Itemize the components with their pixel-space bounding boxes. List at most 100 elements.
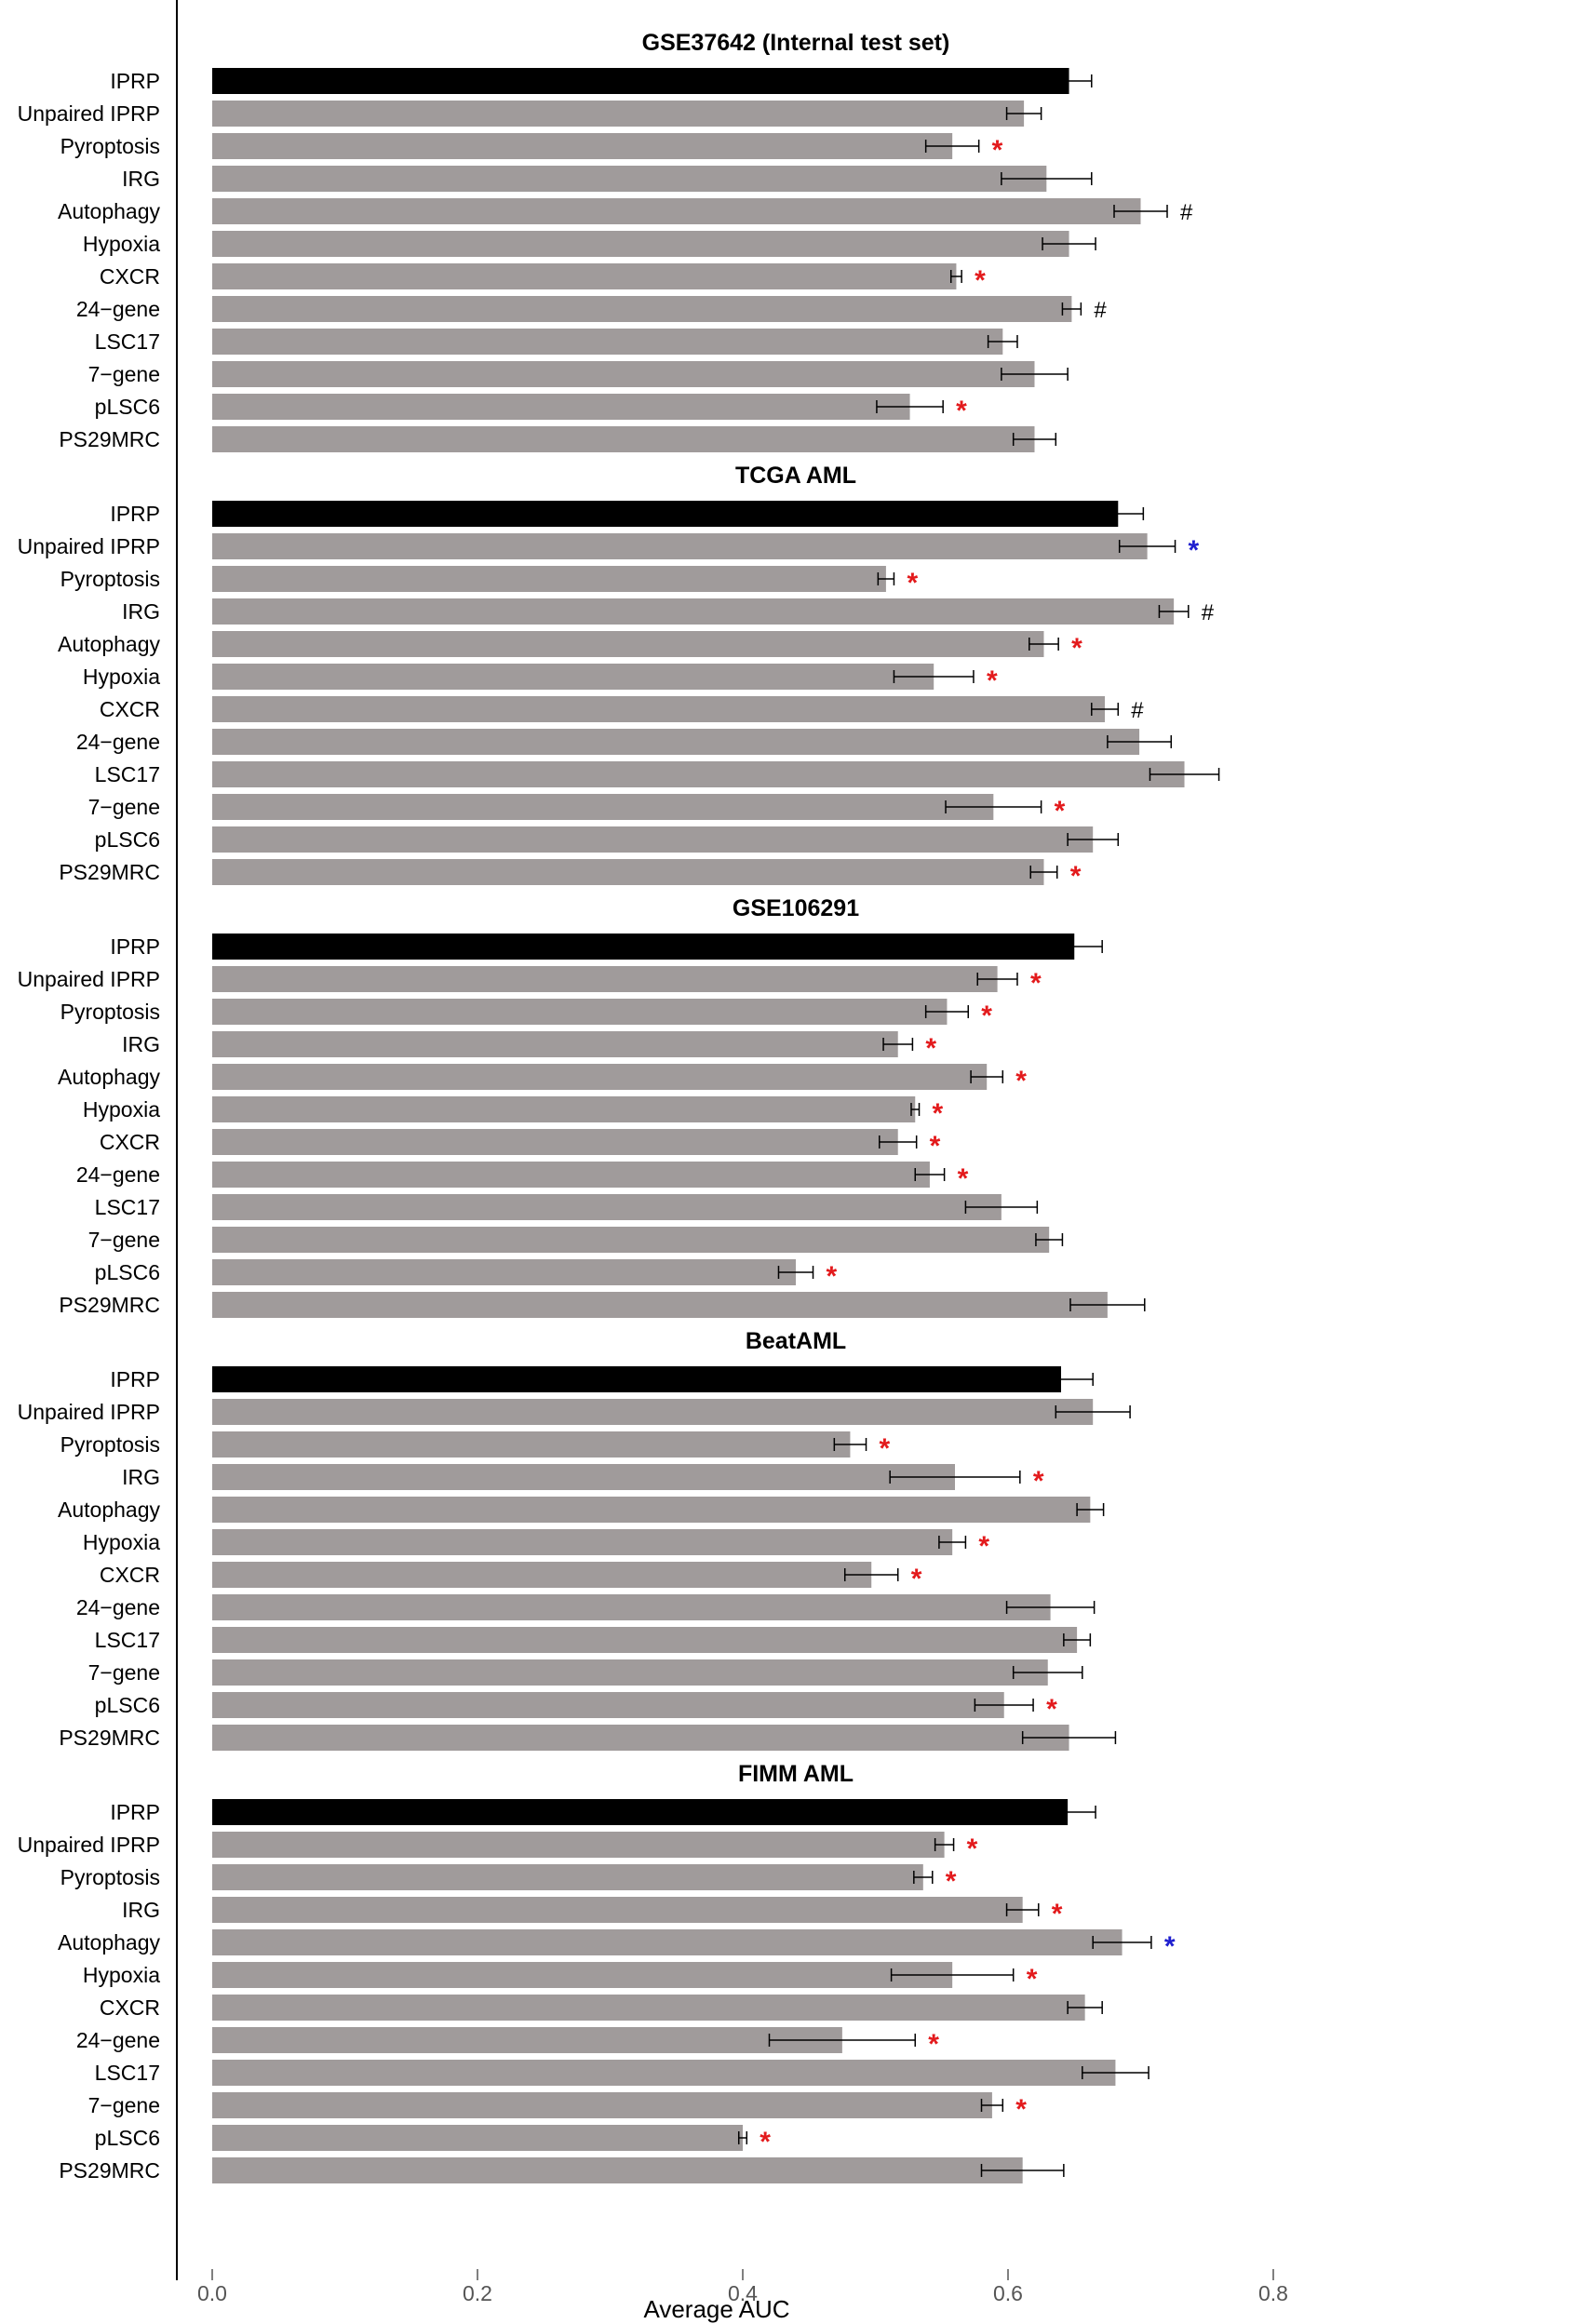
category-label: pLSC6 <box>95 2126 160 2150</box>
significance-star: * <box>880 1433 891 1464</box>
bar-2-10 <box>212 794 994 820</box>
bar-1-9 <box>212 329 1003 355</box>
category-label: Autophagy <box>58 632 160 656</box>
category-label: IRG <box>122 1032 160 1056</box>
category-label: pLSC6 <box>95 1693 160 1717</box>
bar-5-3 <box>212 1864 923 1890</box>
category-label: PS29MRC <box>59 2158 160 2183</box>
significance-star: * <box>1052 1899 1063 1929</box>
category-label: Pyroptosis <box>60 1865 160 1889</box>
significance-star: * <box>956 396 967 426</box>
panel-title-2: TCGA AML <box>735 463 856 489</box>
bar-4-2 <box>212 1399 1094 1425</box>
category-label: IPRP <box>110 934 160 959</box>
significance-star: * <box>1164 1931 1176 1962</box>
category-label: Hypoxia <box>83 1530 160 1554</box>
category-label: Autophagy <box>58 199 160 223</box>
bar-5-9 <box>212 2060 1116 2086</box>
bar-1-6 <box>212 231 1069 257</box>
bar-5-12 <box>212 2157 1023 2183</box>
significance-star: * <box>1046 1694 1057 1725</box>
x-axis-title: Average AUC <box>643 2295 789 2323</box>
x-tick-label: 0.4 <box>728 2281 758 2305</box>
bar-4-5 <box>212 1497 1091 1523</box>
bar-5-10 <box>212 2092 992 2118</box>
x-tick-label: 0.0 <box>197 2281 227 2305</box>
significance-star: * <box>827 1261 838 1292</box>
category-label: pLSC6 <box>95 1260 160 1284</box>
category-label: Hypoxia <box>83 1097 160 1122</box>
category-label: PS29MRC <box>59 1293 160 1317</box>
category-label: CXCR <box>100 264 160 289</box>
category-label: LSC17 <box>95 2061 160 2085</box>
category-label: Unpaired IPRP <box>18 101 160 126</box>
category-label: Unpaired IPRP <box>18 967 160 991</box>
significance-star: * <box>946 1866 957 1897</box>
bar-4-11 <box>212 1692 1004 1718</box>
hash-marker: # <box>1131 698 1144 723</box>
bar-2-8 <box>212 729 1140 755</box>
bar-3-12 <box>212 1292 1108 1318</box>
bar-1-12 <box>212 426 1035 452</box>
significance-star: * <box>1027 1964 1038 1995</box>
category-label: Unpaired IPRP <box>18 534 160 558</box>
bar-3-2 <box>212 966 998 992</box>
bar-1-1 <box>212 68 1069 94</box>
category-label: 24−gene <box>76 1162 160 1187</box>
bar-5-1 <box>212 1799 1069 1825</box>
bar-4-9 <box>212 1627 1078 1653</box>
panel-title-1: GSE37642 (Internal test set) <box>642 30 950 56</box>
bar-1-2 <box>212 101 1025 127</box>
bar-4-1 <box>212 1366 1061 1392</box>
category-label: CXCR <box>100 1995 160 2020</box>
bar-4-7 <box>212 1562 872 1588</box>
bar-1-3 <box>212 133 953 159</box>
category-label: LSC17 <box>95 762 160 786</box>
x-tick-label: 0.2 <box>463 2281 492 2305</box>
x-tick-label: 0.8 <box>1258 2281 1288 2305</box>
bar-3-8 <box>212 1162 930 1188</box>
bar-4-3 <box>212 1431 851 1458</box>
bar-3-4 <box>212 1031 898 1057</box>
bar-2-6 <box>212 664 934 690</box>
significance-star: * <box>978 1531 989 1562</box>
category-label: 24−gene <box>76 297 160 321</box>
hash-marker: # <box>1202 600 1215 625</box>
bar-3-7 <box>212 1129 898 1155</box>
category-label: Autophagy <box>58 1065 160 1089</box>
category-label: PS29MRC <box>59 427 160 451</box>
significance-star: * <box>1030 968 1042 999</box>
significance-star: * <box>1071 633 1082 664</box>
bar-3-9 <box>212 1194 1002 1220</box>
category-label: Autophagy <box>58 1498 160 1522</box>
significance-star: * <box>925 1033 936 1064</box>
significance-star: * <box>967 1834 978 1864</box>
category-label: PS29MRC <box>59 1726 160 1750</box>
bar-1-10 <box>212 361 1035 387</box>
hash-marker: # <box>1180 200 1193 225</box>
category-label: Hypoxia <box>83 665 160 689</box>
category-label: Pyroptosis <box>60 567 160 591</box>
bar-3-10 <box>212 1227 1050 1253</box>
significance-star: * <box>992 135 1003 166</box>
bar-2-7 <box>212 696 1106 722</box>
panel-title-4: BeatAML <box>746 1328 846 1354</box>
bar-2-2 <box>212 533 1148 559</box>
category-label: IRG <box>122 1898 160 1922</box>
category-label: Hypoxia <box>83 1963 160 1987</box>
bar-4-8 <box>212 1594 1051 1620</box>
bar-1-8 <box>212 296 1072 322</box>
category-label: Hypoxia <box>83 232 160 256</box>
category-label: IPRP <box>110 502 160 526</box>
category-label: Pyroptosis <box>60 1432 160 1457</box>
category-label: Unpaired IPRP <box>18 1400 160 1424</box>
category-label: CXCR <box>100 1130 160 1154</box>
bar-5-6 <box>212 1962 953 1988</box>
bar-4-10 <box>212 1659 1048 1686</box>
significance-star: * <box>933 1098 944 1129</box>
category-label: Pyroptosis <box>60 134 160 158</box>
category-label: CXCR <box>100 1563 160 1587</box>
bar-2-12 <box>212 859 1044 885</box>
category-label: 24−gene <box>76 2028 160 2052</box>
